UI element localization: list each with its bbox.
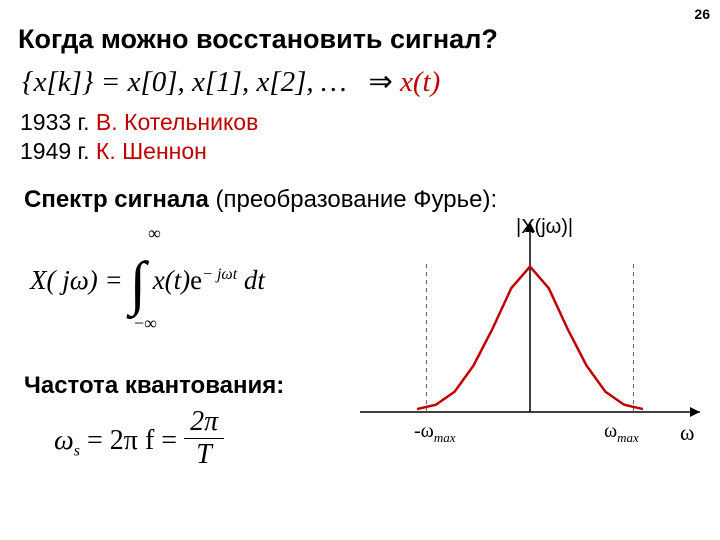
freq-fraction: 2πT	[184, 406, 224, 471]
integral-upper-limit: ∞	[148, 223, 161, 244]
fourier-lhs: X( jω) =	[30, 265, 123, 295]
spectrum-chart	[360, 222, 700, 452]
slide-title: Когда можно восстановить сигнал?	[18, 24, 498, 55]
implies-symbol: ⇒	[368, 66, 392, 98]
history-block: 1933 г. В. Котельников 1949 г. К. Шеннон	[20, 108, 258, 166]
name-shannon: К. Шеннон	[96, 138, 207, 164]
history-line-2: 1949 г. К. Шеннон	[20, 137, 258, 166]
exp-superscript: − jωt	[202, 266, 237, 283]
frac-den: T	[184, 439, 224, 471]
spectrum-label: Спектр сигнала (преобразование Фурье):	[24, 186, 497, 214]
chart-wmax-left: -ωmax	[414, 420, 456, 446]
sequence-lhs: {x[k]} = x[0], x[1], x[2], …	[22, 66, 347, 98]
fourier-integrand: x(t)	[153, 265, 190, 295]
quantization-freq-label: Частота квантования:	[24, 372, 284, 400]
omega-symbol: ω	[54, 425, 74, 456]
wmax-r-sym: ω	[604, 420, 617, 442]
sequence-equation: {x[k]} = x[0], x[1], x[2], … ⇒ x(t)	[22, 64, 440, 99]
sequence-rhs: x(t)	[400, 66, 440, 98]
page-number: 26	[694, 6, 710, 22]
chart-wmax-right: ωmax	[604, 420, 639, 446]
spectrum-label-bold: Спектр сигнала	[24, 186, 209, 213]
name-kotelnikov: В. Котельников	[96, 109, 258, 135]
exp-e: e	[190, 265, 202, 295]
wmax-l-sym: -ω	[414, 420, 434, 442]
quantization-freq-formula: ωs = 2π f = 2πT	[54, 410, 224, 475]
wmax-l-sub: max	[434, 430, 456, 445]
chart-x-label: ω	[680, 420, 694, 446]
freq-eq1: = 2π f =	[80, 425, 184, 456]
spectrum-label-rest: (преобразование Фурье):	[209, 186, 497, 213]
integral-sign: ∫	[130, 249, 146, 318]
wmax-r-sub: max	[617, 430, 639, 445]
fourier-formula: ∞ −∞ X( jω) = ∫ x(t)e− jωt dt	[30, 235, 265, 304]
frac-num: 2π	[184, 406, 224, 439]
year-2: 1949 г.	[20, 138, 90, 164]
year-1: 1933 г.	[20, 109, 90, 135]
fourier-dt: dt	[244, 265, 265, 295]
history-line-1: 1933 г. В. Котельников	[20, 108, 258, 137]
